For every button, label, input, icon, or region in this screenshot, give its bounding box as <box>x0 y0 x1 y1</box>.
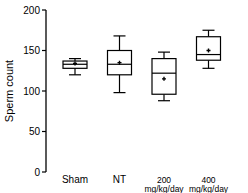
x-tick-label: 200mg/kg/day <box>144 175 184 193</box>
y-tick-label: 50 <box>29 126 41 137</box>
mean-marker <box>73 61 77 65</box>
lower-whisker <box>163 94 164 100</box>
lower-whisker <box>74 68 75 74</box>
y-axis-label: Sperm count <box>3 60 15 122</box>
x-tick-label: Sham <box>62 174 88 185</box>
upper-whisker <box>163 52 164 58</box>
min-cap <box>69 74 81 75</box>
min-cap <box>203 68 215 69</box>
y-tick <box>42 90 46 91</box>
x-tick-label: 400mg/kg/day <box>189 175 229 193</box>
upper-whisker <box>119 36 120 51</box>
y-tick <box>42 131 46 132</box>
min-cap <box>114 92 126 93</box>
x-tick-label: NT <box>113 174 126 185</box>
mean-marker <box>207 49 211 53</box>
max-cap <box>69 58 81 59</box>
box <box>197 37 221 60</box>
y-tick <box>42 171 46 172</box>
lower-whisker <box>208 60 209 68</box>
max-cap <box>158 52 170 53</box>
box <box>152 59 176 95</box>
y-tick-label: 0 <box>34 167 40 178</box>
mean-marker <box>118 61 122 65</box>
y-tick <box>42 9 46 10</box>
box <box>108 51 132 75</box>
chart-root: 0 50 100 150 200 Sperm count Sham NT 200mg/kg/da… <box>0 0 248 193</box>
mean-marker <box>162 77 166 81</box>
y-tick-label: 200 <box>23 5 40 16</box>
y-tick-label: 150 <box>23 45 40 56</box>
upper-whisker <box>208 30 209 36</box>
plot-area <box>63 30 221 100</box>
min-cap <box>158 100 170 101</box>
median <box>197 54 221 55</box>
y-tick <box>42 50 46 51</box>
median <box>152 73 176 74</box>
max-cap <box>114 35 126 36</box>
max-cap <box>203 30 215 31</box>
lower-whisker <box>119 75 120 93</box>
y-tick-label: 100 <box>23 86 40 97</box>
chart: 0 50 100 150 200 Sperm count Sham NT 200mg/kg/da… <box>0 0 248 193</box>
box <box>63 61 87 68</box>
